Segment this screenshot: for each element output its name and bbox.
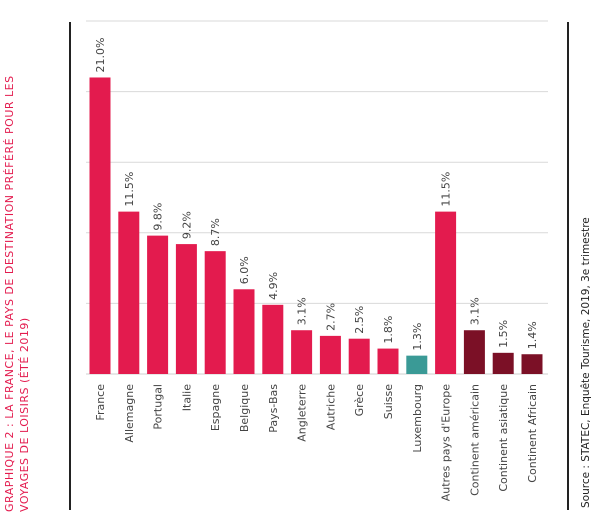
bar <box>204 251 226 374</box>
data-label: 3.1% <box>296 297 309 325</box>
bar <box>291 330 313 374</box>
bar <box>147 235 169 374</box>
data-label: 3.1% <box>468 297 481 325</box>
data-label: 21.0% <box>94 38 107 73</box>
source-note: Source : STATEC, Enquête Tourisme, 2019,… <box>580 217 592 508</box>
data-label: 11.5% <box>440 172 453 207</box>
category-label: Continent Africain <box>526 384 539 483</box>
data-label: 8.7% <box>209 218 222 246</box>
data-label: 9.8% <box>152 203 165 231</box>
bar <box>175 244 197 374</box>
data-label: 2.7% <box>324 303 337 331</box>
category-label: Grèce <box>353 384 366 417</box>
bar <box>463 330 485 374</box>
bar <box>492 352 514 374</box>
data-label: 6.0% <box>238 256 251 284</box>
category-label: Autriche <box>324 384 337 430</box>
bar <box>262 304 284 374</box>
data-label: 1.3% <box>411 323 424 351</box>
bar <box>118 211 140 374</box>
data-label: 1.5% <box>497 320 510 348</box>
category-label: France <box>94 384 107 421</box>
bar <box>377 348 399 374</box>
category-label: Suisse <box>382 384 395 419</box>
category-label: Belgique <box>238 384 251 432</box>
data-label: 1.4% <box>526 321 539 349</box>
category-label: Portugal <box>152 384 165 430</box>
category-label: Allemagne <box>123 384 136 443</box>
data-label: 9.2% <box>180 211 193 239</box>
category-label: Luxembourg <box>411 384 424 453</box>
category-label: Pays-Bas <box>267 384 280 433</box>
data-label: 11.5% <box>123 172 136 207</box>
bar <box>521 354 543 374</box>
bar <box>406 355 428 374</box>
data-label: 1.8% <box>382 316 395 344</box>
category-label: Continent asiatique <box>497 384 510 492</box>
data-label: 4.9% <box>267 272 280 300</box>
bar <box>319 335 341 374</box>
bar <box>435 211 457 374</box>
bar <box>348 338 370 374</box>
bar <box>89 77 111 374</box>
category-label: Angleterre <box>296 384 309 442</box>
category-label: Italie <box>180 384 193 411</box>
category-label: Espagne <box>209 384 222 431</box>
category-label: Continent américain <box>468 384 481 496</box>
category-label: Autres pays d'Europe <box>440 384 453 501</box>
data-label: 2.5% <box>353 306 366 334</box>
bar <box>233 289 255 374</box>
